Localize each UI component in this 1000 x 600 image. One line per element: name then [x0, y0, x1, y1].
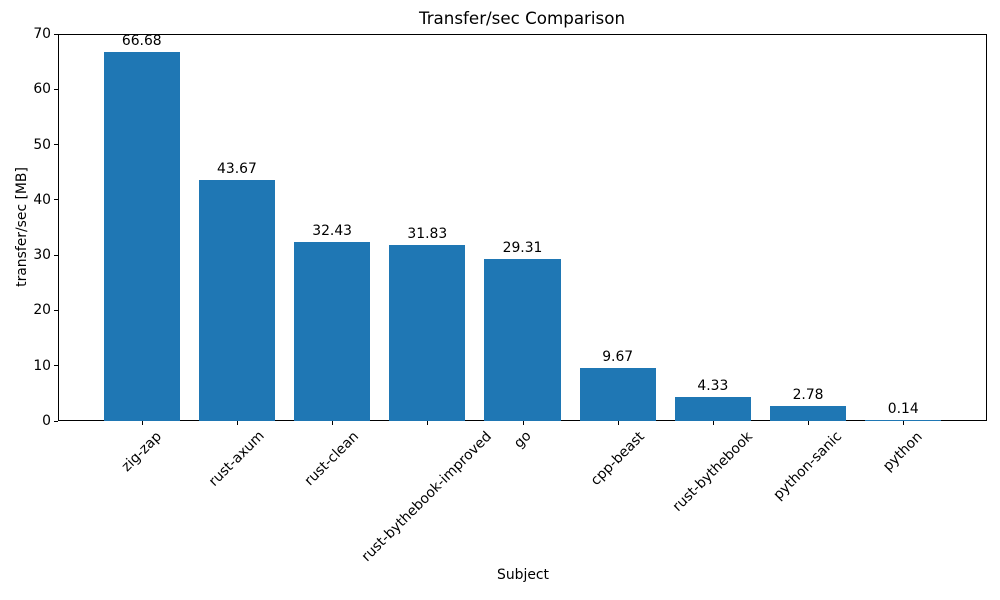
bar-value-label: 9.67 — [602, 348, 634, 365]
y-tick-label: 20 — [33, 302, 51, 319]
y-tick-label: 70 — [33, 26, 51, 42]
bar-value-label: 4.33 — [697, 378, 729, 395]
bar-value-label: 0.14 — [887, 401, 919, 418]
y-axis-label: transfer/sec [MB] — [14, 167, 30, 287]
y-tick — [54, 199, 58, 201]
bar — [389, 245, 466, 421]
bar-value-label: 31.83 — [407, 226, 448, 243]
bar-value-label: 32.43 — [312, 222, 353, 239]
bar — [769, 405, 847, 421]
x-tick-label: python-sanic — [770, 428, 846, 504]
bar — [579, 367, 656, 421]
x-tick-label: zig-zap — [118, 428, 165, 475]
x-tick — [332, 421, 334, 425]
bar-value-label: 29.31 — [502, 239, 543, 256]
x-tick-label: cpp-beast — [587, 428, 648, 489]
y-tick-label: 0 — [42, 413, 51, 429]
x-tick-label: go — [510, 428, 535, 452]
x-tick — [522, 421, 524, 425]
x-tick — [808, 421, 810, 425]
x-tick — [617, 421, 619, 425]
chart-title-text: Transfer/sec Comparison — [418, 8, 626, 28]
y-tick — [54, 254, 58, 256]
y-tick — [54, 144, 58, 146]
x-axis-label: Subject — [497, 567, 549, 583]
x-tick-label: rust-clean — [301, 428, 363, 490]
bar — [103, 52, 180, 421]
y-tick-label: 60 — [33, 81, 51, 98]
y-tick-label: 40 — [33, 191, 51, 208]
bar — [484, 258, 561, 421]
bar — [674, 397, 751, 421]
y-tick-label: 30 — [33, 247, 51, 264]
y-tick-label: 50 — [33, 136, 51, 153]
x-tick — [427, 421, 429, 425]
x-tick — [141, 421, 143, 425]
x-tick-label: rust-axum — [205, 428, 268, 491]
bar — [294, 241, 371, 421]
x-tick — [712, 421, 714, 425]
chart-title: Transfer/sec Comparison — [0, 8, 1000, 28]
bar-value-label: 66.68 — [121, 33, 162, 50]
x-tick — [903, 421, 905, 425]
y-tick — [54, 309, 58, 311]
x-tick-label: rust-bythebook — [669, 428, 756, 515]
bar — [198, 179, 275, 421]
y-tick — [54, 33, 58, 35]
x-tick — [236, 421, 238, 425]
y-tick — [54, 420, 58, 422]
x-tick-label: python — [880, 428, 926, 475]
y-tick — [54, 365, 58, 367]
bar-value-label: 43.67 — [217, 160, 257, 177]
y-tick — [54, 88, 58, 90]
x-tick-label: rust-bythebook-improved — [358, 428, 496, 565]
bar — [865, 420, 942, 422]
bar-value-label: 2.78 — [792, 386, 824, 403]
y-tick-label: 10 — [33, 357, 51, 374]
